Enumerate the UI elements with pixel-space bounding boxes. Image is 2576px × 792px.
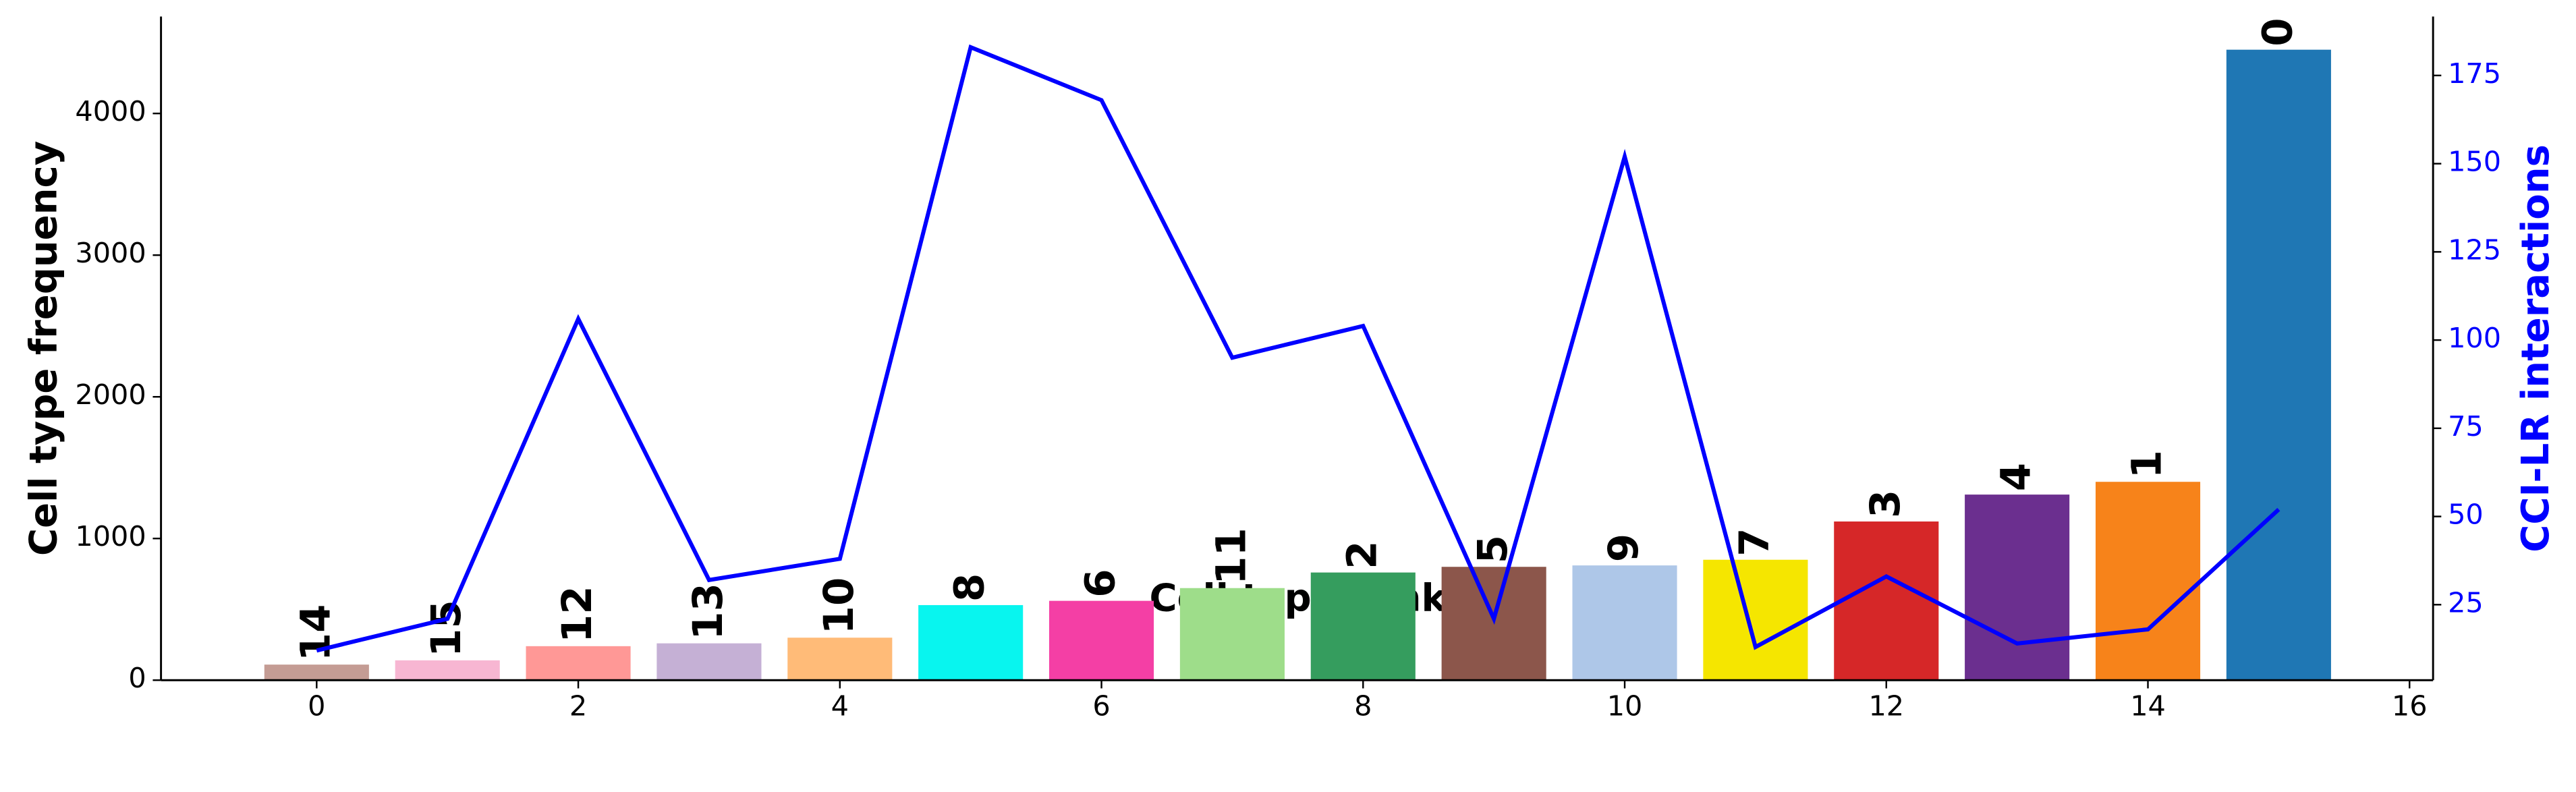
bar-label: 4 xyxy=(1992,463,2040,491)
y2-tick-label: 125 xyxy=(2448,233,2501,266)
y2-tick-label: 25 xyxy=(2448,586,2484,619)
x-tick-label: 4 xyxy=(831,690,849,723)
x-tick-label: 16 xyxy=(2392,690,2428,723)
y-tick-label: 4000 xyxy=(75,95,146,128)
y2-tick-label: 150 xyxy=(2448,146,2501,178)
x-tick-label: 0 xyxy=(308,690,325,723)
bar xyxy=(787,638,893,681)
bar-label: 6 xyxy=(1077,569,1125,597)
bar-label: 2 xyxy=(1338,540,1386,569)
x-tick-label: 6 xyxy=(1092,690,1110,723)
y2-tick-label: 75 xyxy=(2448,410,2484,443)
y-tick-label: 3000 xyxy=(75,237,146,269)
y-tick-label: 2000 xyxy=(75,378,146,411)
bar-label: 15 xyxy=(422,600,470,657)
x-tick-label: 10 xyxy=(1607,690,1643,723)
x-tick-label: 12 xyxy=(1868,690,1904,723)
bar xyxy=(918,604,1024,681)
bar xyxy=(1965,494,2070,681)
bar xyxy=(2226,49,2331,681)
bar xyxy=(656,643,762,681)
bar-label: 10 xyxy=(815,577,863,635)
y2-tick-label: 50 xyxy=(2448,499,2484,531)
y-axis-label: Cell type frequency xyxy=(22,141,65,556)
bar-label: 11 xyxy=(1207,528,1255,585)
x-tick-label: 8 xyxy=(1354,690,1372,723)
bar xyxy=(1049,600,1154,681)
x-tick-label: 14 xyxy=(2130,690,2166,723)
y2-tick-label: 100 xyxy=(2448,322,2501,354)
bar-label: 9 xyxy=(1600,534,1648,562)
bar xyxy=(1834,521,1939,681)
y2-tick-label: 175 xyxy=(2448,57,2501,90)
bar-label: 0 xyxy=(2253,18,2301,46)
bar-label: 7 xyxy=(1731,528,1779,557)
y-tick-label: 0 xyxy=(128,662,146,694)
x-tick-label: 2 xyxy=(569,690,587,723)
bar xyxy=(1703,559,1808,681)
bar xyxy=(395,660,500,681)
bar-label: 1 xyxy=(2123,450,2171,478)
bar xyxy=(1310,572,1416,681)
bar-label: 8 xyxy=(946,573,994,602)
y2-axis-label: CCI-LR interactions xyxy=(2514,144,2558,553)
bar xyxy=(1572,565,1677,681)
bar-label: 14 xyxy=(291,604,339,662)
line-series xyxy=(316,44,2280,653)
bar xyxy=(1179,588,1285,681)
y-tick-label: 1000 xyxy=(75,520,146,553)
bar xyxy=(264,664,369,681)
bar-label: 3 xyxy=(1861,490,1909,518)
bar-label: 12 xyxy=(553,586,601,643)
bar-label: 13 xyxy=(684,583,732,640)
bar xyxy=(526,646,631,681)
bar xyxy=(2095,482,2201,681)
